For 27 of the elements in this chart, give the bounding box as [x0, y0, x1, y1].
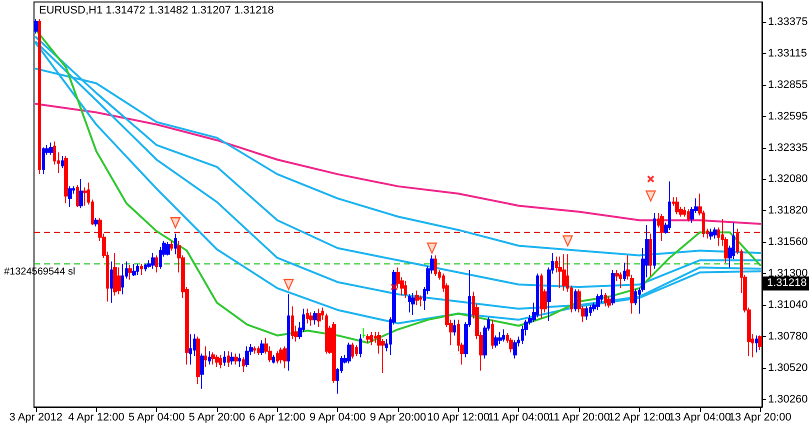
- x-tick-label: 10 Apr 12:00: [427, 412, 490, 424]
- x-tick-label: 11 Apr 20:00: [548, 412, 610, 424]
- y-tick-label: 1.32335: [768, 142, 808, 154]
- x-tick-label: 11 Apr 04:00: [488, 412, 550, 424]
- y-tick-label: 1.30520: [768, 362, 808, 374]
- y-tick-label: 1.33115: [768, 48, 807, 60]
- y-tick-label: 1.32595: [768, 110, 808, 123]
- y-tick-label: 1.30260: [768, 394, 808, 406]
- y-tick-label: 1.30780: [768, 330, 808, 343]
- x-tick-label: 13 Apr 04:00: [668, 412, 731, 424]
- y-tick-label: 1.31820: [768, 204, 808, 217]
- x-tick-label: 12 Apr 12:00: [608, 412, 671, 424]
- y-tick-label: 1.31040: [768, 299, 808, 312]
- x-tick-label: 4 Apr 12:00: [68, 412, 124, 424]
- x-tick-label: 9 Apr 04:00: [310, 412, 366, 424]
- x-tick-label: 13 Apr 20:00: [728, 412, 792, 424]
- y-tick-label: 1.32855: [768, 79, 808, 92]
- x-tick-label: 9 Apr 20:00: [370, 412, 426, 424]
- x-tick-label: 6 Apr 12:00: [249, 412, 306, 424]
- x-tick-label: 5 Apr 20:00: [188, 412, 246, 424]
- text: 1.31218: [767, 277, 807, 290]
- x-tick-label: 3 Apr 2012: [9, 412, 62, 424]
- y-tick-label: 1.31560: [768, 236, 808, 248]
- y-tick-label: 1.33375: [768, 16, 808, 28]
- chart-title: EURUSD,H1 1.31472 1.31482 1.31207 1.31218: [39, 4, 274, 16]
- x-tick-label: 5 Apr 04:00: [128, 412, 185, 424]
- y-tick-label: 1.32080: [768, 173, 808, 186]
